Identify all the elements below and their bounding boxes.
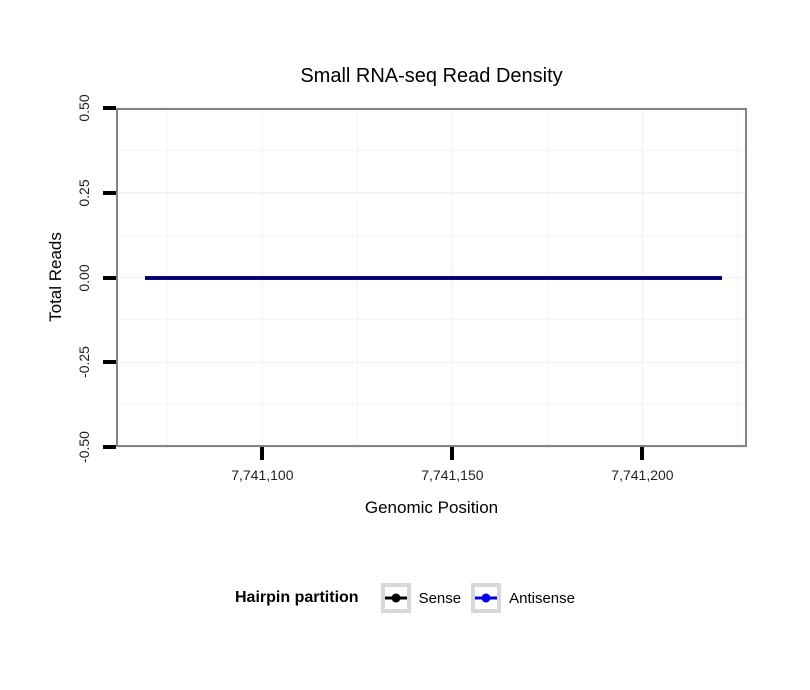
- legend: Hairpin partition Sense Antisense: [0, 581, 810, 615]
- x-tick-label: 7,741,200: [611, 467, 674, 483]
- plot-panel: [116, 107, 747, 448]
- y-tick: [103, 445, 116, 449]
- x-tick: [260, 447, 265, 460]
- legend-item-sense: Sense: [380, 583, 462, 613]
- x-axis-title: Genomic Position: [364, 498, 499, 517]
- legend-label-antisense: Antisense: [509, 589, 575, 607]
- y-tick-label: 0.50: [76, 94, 92, 122]
- y-axis-title: Total Reads: [46, 232, 65, 322]
- gridline-y-major: [116, 361, 747, 363]
- y-tick-label: 0.25: [76, 179, 92, 207]
- x-tick-label: 7,741,100: [231, 467, 294, 483]
- gridline-y-minor: [116, 319, 747, 321]
- series-line-sense: [144, 276, 723, 279]
- gridline-y-minor: [116, 234, 747, 236]
- legend-key-antisense: [471, 583, 502, 613]
- y-tick: [103, 106, 116, 110]
- y-tick: [103, 190, 116, 195]
- sense-point-icon: [391, 593, 401, 603]
- antisense-point-icon: [481, 593, 491, 603]
- legend-title: Hairpin partition: [235, 589, 359, 606]
- y-tick-label: 0.00: [76, 263, 92, 292]
- legend-key-sense: [380, 583, 411, 613]
- y-tick-label: -0.50: [76, 431, 92, 463]
- gridline-y-minor: [116, 149, 747, 151]
- gridline-y-major: [116, 446, 747, 448]
- legend-item-antisense: Antisense: [471, 583, 575, 613]
- legend-label-sense: Sense: [418, 589, 462, 607]
- x-tick-label: 7,741,150: [421, 467, 484, 483]
- gridline-y-minor: [116, 404, 747, 406]
- y-tick-label: -0.25: [76, 346, 92, 379]
- x-tick: [640, 447, 645, 460]
- gridline-y-major: [116, 192, 747, 194]
- x-tick: [450, 447, 455, 460]
- y-tick: [103, 360, 116, 365]
- gridline-y-major: [116, 107, 747, 109]
- plot-title: Small RNA-seq Read Density: [300, 65, 563, 87]
- y-tick: [103, 275, 116, 280]
